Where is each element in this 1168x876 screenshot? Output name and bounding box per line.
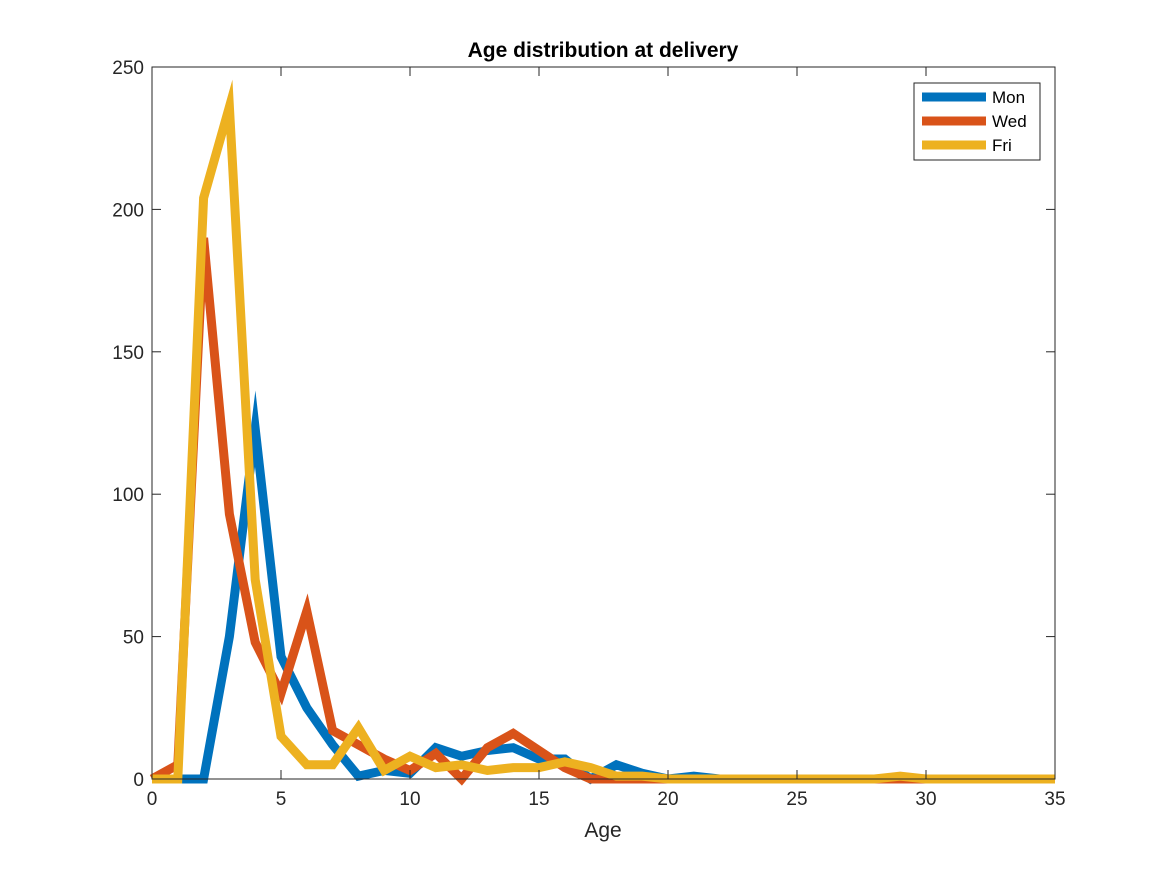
legend: Mon Wed Fri [913,82,1041,161]
series-line-fri [152,79,1055,784]
x-tick-label: 5 [276,789,287,810]
x-tick-label: 30 [915,789,936,810]
legend-label-wed: Wed [992,112,1027,131]
x-tick-label: 15 [528,789,549,810]
y-axis: 0 50 100 150 200 250 [112,58,1055,791]
chart-title: Age distribution at delivery [468,39,739,62]
y-tick-label: 50 [123,628,144,649]
y-tick-label: 0 [133,770,144,791]
x-axis: 0 5 10 15 20 25 30 35 [147,67,1066,810]
y-tick-label: 250 [112,58,144,79]
x-tick-label: 35 [1044,789,1065,810]
plot-frame [151,66,1056,780]
y-tick-label: 100 [112,485,144,506]
y-tick-label: 150 [112,343,144,364]
x-axis-label: Age [584,819,621,842]
legend-label-mon: Mon [992,88,1025,107]
legend-label-fri: Fri [992,136,1012,155]
x-tick-label: 25 [786,789,807,810]
y-tick-label: 200 [112,200,144,221]
x-tick-label: 0 [147,789,158,810]
plot-background [152,67,1055,779]
x-tick-label: 10 [399,789,420,810]
x-tick-label: 20 [657,789,678,810]
